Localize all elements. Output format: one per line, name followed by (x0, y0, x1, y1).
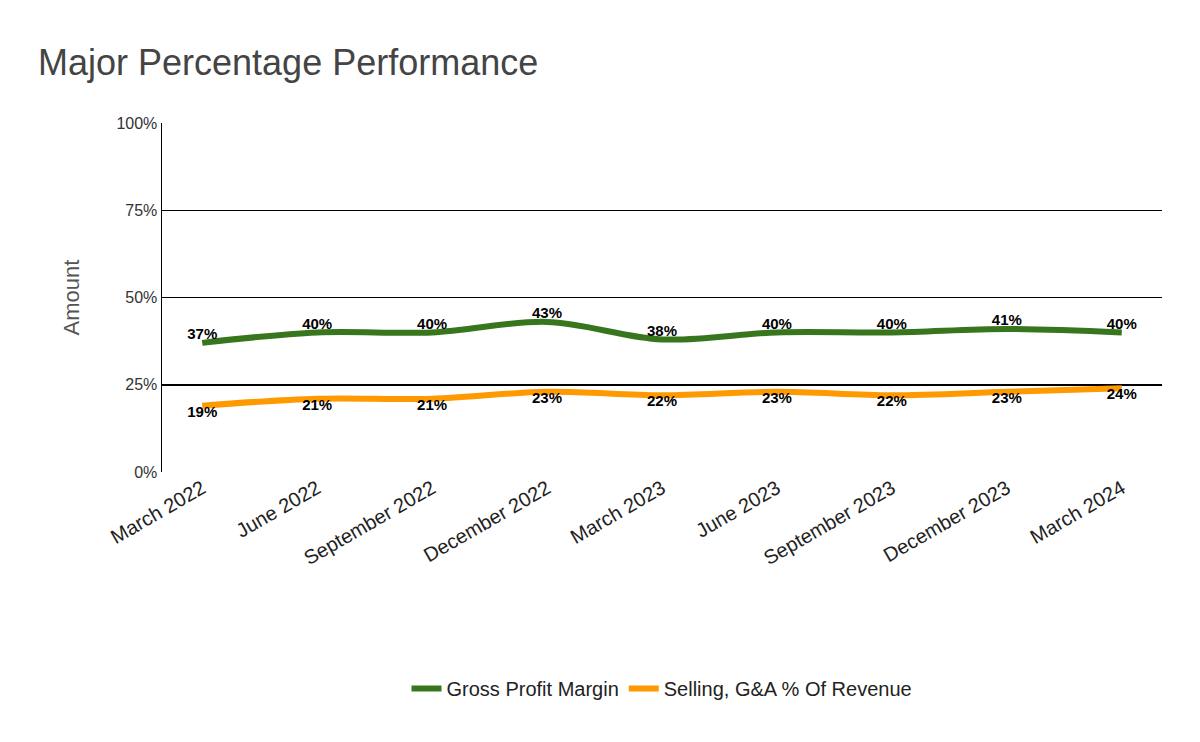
svg-text:75%: 75% (125, 202, 157, 219)
svg-text:38%: 38% (647, 322, 677, 339)
svg-text:23%: 23% (532, 389, 562, 406)
svg-text:40%: 40% (302, 315, 332, 332)
svg-text:December 2022: December 2022 (420, 476, 554, 566)
svg-text:0%: 0% (134, 464, 157, 481)
svg-text:43%: 43% (532, 304, 562, 321)
svg-text:Gross Profit Margin: Gross Profit Margin (447, 678, 619, 700)
svg-text:100%: 100% (116, 115, 157, 132)
svg-text:40%: 40% (417, 315, 447, 332)
svg-text:23%: 23% (762, 389, 792, 406)
svg-text:September 2023: September 2023 (760, 476, 899, 569)
svg-text:Selling, G&A % Of Revenue: Selling, G&A % Of Revenue (664, 678, 912, 700)
svg-text:19%: 19% (187, 403, 217, 420)
svg-text:37%: 37% (187, 325, 217, 342)
svg-text:June 2022: June 2022 (232, 476, 324, 542)
svg-text:Amount: Amount (59, 260, 84, 336)
svg-text:March 2023: March 2023 (567, 476, 669, 548)
svg-text:23%: 23% (992, 389, 1022, 406)
svg-text:50%: 50% (125, 289, 157, 306)
svg-text:40%: 40% (877, 315, 907, 332)
svg-text:September 2022: September 2022 (300, 476, 439, 569)
svg-text:June 2023: June 2023 (692, 476, 784, 542)
svg-text:41%: 41% (992, 311, 1022, 328)
svg-text:24%: 24% (1107, 385, 1137, 402)
svg-text:22%: 22% (647, 392, 677, 409)
svg-text:Major Percentage Performance: Major Percentage Performance (38, 42, 538, 83)
svg-text:25%: 25% (125, 376, 157, 393)
svg-text:40%: 40% (762, 315, 792, 332)
svg-text:22%: 22% (877, 392, 907, 409)
svg-text:40%: 40% (1107, 315, 1137, 332)
svg-text:21%: 21% (417, 396, 447, 413)
svg-text:December 2023: December 2023 (880, 476, 1014, 566)
svg-text:March 2022: March 2022 (107, 476, 209, 548)
svg-text:March 2024: March 2024 (1026, 476, 1128, 548)
svg-text:21%: 21% (302, 396, 332, 413)
